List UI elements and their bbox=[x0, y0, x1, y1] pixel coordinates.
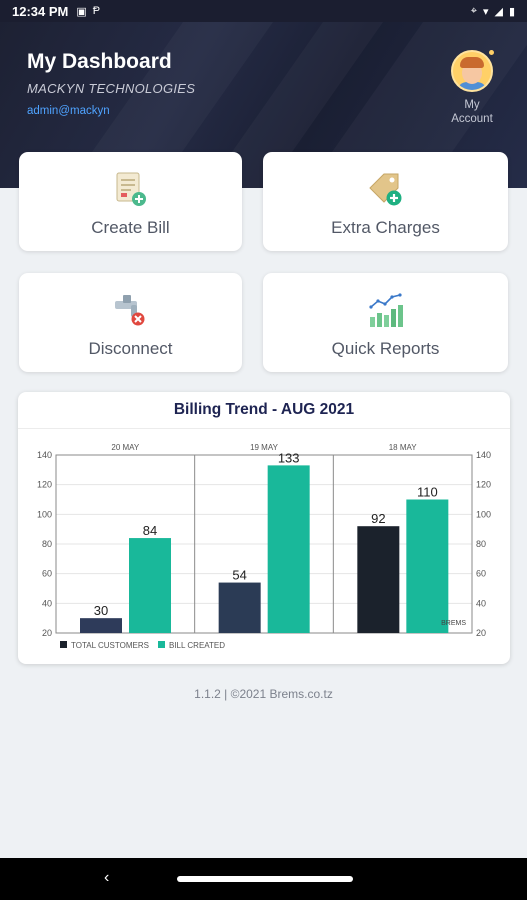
y-tick-label-right: 140 bbox=[476, 450, 491, 460]
legend-swatch bbox=[158, 641, 165, 648]
system-nav-bar: ‹ bbox=[0, 858, 527, 900]
app-version-footer: 1.1.2 | ©2021 Brems.co.tz bbox=[194, 687, 333, 701]
y-tick-label-right: 80 bbox=[476, 539, 486, 549]
back-icon[interactable]: ‹ bbox=[104, 869, 110, 886]
y-tick-label-left: 60 bbox=[42, 569, 52, 579]
extra-charges-button[interactable]: Extra Charges bbox=[263, 152, 508, 251]
x-tick-label: 19 MAY bbox=[250, 443, 279, 452]
y-tick-label-right: 120 bbox=[476, 480, 491, 490]
bar-bill-created bbox=[267, 465, 310, 633]
x-tick-label: 18 MAY bbox=[389, 443, 418, 452]
data-label: 133 bbox=[278, 450, 300, 465]
signal-icon: ◢ bbox=[494, 5, 503, 18]
image-notification-icon: ▣ bbox=[76, 5, 87, 18]
price-tag-add-icon bbox=[368, 173, 401, 206]
data-label: 84 bbox=[143, 523, 157, 538]
chart-watermark: BREMS bbox=[441, 620, 466, 627]
data-label: 54 bbox=[232, 568, 246, 583]
y-tick-label-left: 80 bbox=[42, 539, 52, 549]
legend-swatch bbox=[60, 641, 67, 648]
y-tick-label-right: 20 bbox=[476, 628, 486, 638]
status-time: 12:34 PM bbox=[12, 3, 69, 19]
company-name: MACKYN TECHNOLOGIES bbox=[27, 81, 196, 96]
bar-total-customers bbox=[357, 526, 400, 633]
plot-frame bbox=[55, 454, 473, 634]
disconnect-button[interactable]: Disconnect bbox=[19, 273, 242, 372]
data-label: 30 bbox=[94, 603, 108, 618]
avatar bbox=[451, 50, 493, 92]
my-account-label: My Account bbox=[451, 99, 493, 125]
y-tick-label-left: 140 bbox=[37, 450, 52, 460]
battery-icon: ▮ bbox=[508, 5, 515, 18]
billing-trend-chart: 20 20 40 40 60 60 80 80 100 100 120 120 140 140 20 MAY… bbox=[37, 443, 491, 650]
create-bill-label: Create Bill bbox=[91, 218, 170, 237]
data-label: 110 bbox=[417, 485, 438, 500]
bar-bill-created bbox=[129, 538, 171, 633]
wifi-icon: ▾ bbox=[482, 5, 489, 18]
parking-notification-icon: Ᵽ bbox=[92, 5, 101, 17]
x-tick-label: 20 MAY bbox=[111, 443, 140, 452]
page-title: My Dashboard bbox=[27, 50, 172, 73]
home-gesture-bar[interactable] bbox=[177, 876, 353, 882]
status-bar: 12:34 PM ▣ Ᵽ ⌖ ▾ ◢ ▮ bbox=[0, 0, 527, 22]
y-tick-label-right: 100 bbox=[476, 509, 491, 519]
y-tick-label-left: 20 bbox=[42, 628, 52, 638]
location-icon: ⌖ bbox=[470, 4, 477, 17]
create-bill-button[interactable]: Create Bill bbox=[19, 152, 242, 251]
y-tick-label-left: 40 bbox=[42, 598, 52, 608]
y-tick-label-left: 120 bbox=[37, 480, 52, 490]
quick-reports-label: Quick Reports bbox=[331, 339, 440, 358]
chart-title: Billing Trend - AUG 2021 bbox=[173, 401, 355, 418]
bar-bill-created bbox=[406, 499, 449, 633]
legend-label: BILL CREATED bbox=[169, 641, 225, 650]
y-tick-label-right: 40 bbox=[476, 598, 486, 608]
my-account-button[interactable]: My Account bbox=[442, 50, 502, 126]
disconnect-label: Disconnect bbox=[88, 339, 173, 358]
data-label: 92 bbox=[371, 511, 385, 526]
bar-total-customers bbox=[218, 582, 261, 633]
billing-trend-card: Billing Trend - AUG 2021 20 20 40 40 60 60 80 8… bbox=[18, 392, 510, 664]
tap-disconnect-icon bbox=[114, 295, 144, 326]
user-email: admin@mackyn bbox=[27, 105, 110, 117]
y-tick-label-right: 60 bbox=[476, 569, 486, 579]
bill-add-icon bbox=[116, 172, 146, 206]
quick-reports-button[interactable]: Quick Reports bbox=[263, 273, 508, 372]
bar-chart-trend-icon bbox=[368, 293, 403, 327]
bar-total-customers bbox=[80, 618, 122, 633]
y-tick-label-left: 100 bbox=[37, 509, 52, 519]
extra-charges-label: Extra Charges bbox=[331, 218, 440, 237]
legend-label: TOTAL CUSTOMERS bbox=[71, 641, 149, 650]
notification-dot bbox=[489, 50, 494, 55]
